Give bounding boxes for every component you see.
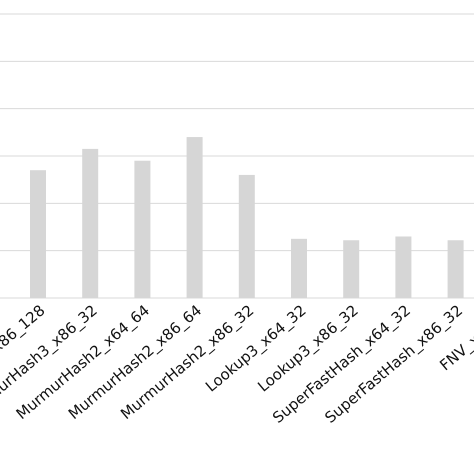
bar — [395, 236, 412, 298]
bar — [134, 160, 151, 298]
bar — [238, 174, 255, 298]
bar — [343, 240, 360, 298]
bar — [186, 137, 203, 298]
bar — [82, 148, 99, 298]
bar — [291, 238, 307, 298]
bar — [447, 240, 464, 298]
bar — [30, 170, 46, 298]
